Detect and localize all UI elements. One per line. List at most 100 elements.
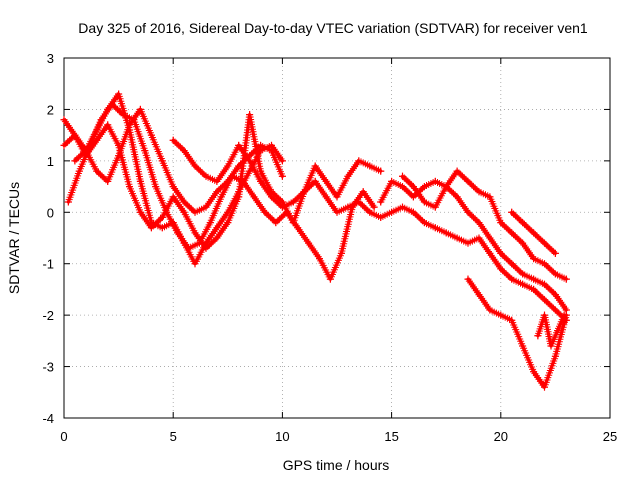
data-point: [551, 352, 559, 360]
x-tick-label: 20: [494, 429, 508, 444]
data-point: [169, 136, 177, 144]
data-point: [305, 239, 313, 247]
data-point: [344, 172, 352, 180]
data-point: [399, 172, 406, 180]
plot-frame: [63, 57, 611, 419]
data-point: [322, 193, 330, 201]
x-axis-label: GPS time / hours: [283, 457, 390, 473]
data-point: [541, 296, 548, 304]
data-point: [464, 239, 472, 247]
series-sat-j: [534, 311, 568, 350]
data-point: [136, 177, 144, 185]
data-point: [355, 198, 363, 206]
y-tick-label: 1: [47, 154, 54, 169]
data-point: [508, 208, 516, 216]
y-tick-label: -3: [42, 360, 54, 375]
data-point: [508, 229, 516, 237]
data-point: [420, 198, 428, 206]
data-point: [104, 121, 112, 129]
data-point: [126, 121, 133, 129]
data-point: [224, 219, 232, 227]
data-point: [377, 213, 385, 221]
data-point: [206, 219, 214, 227]
data-point: [337, 249, 345, 257]
data-point: [136, 208, 144, 216]
x-tick-label: 5: [170, 429, 177, 444]
data-point: [246, 111, 254, 119]
data-point: [534, 332, 542, 340]
data-point: [97, 116, 105, 124]
data-point: [158, 157, 166, 165]
data-point: [191, 260, 199, 268]
data-point: [497, 219, 505, 227]
data-point: [547, 342, 555, 350]
data-point: [530, 275, 538, 283]
data-point: [64, 198, 72, 206]
data-point: [257, 167, 265, 175]
data-point: [71, 131, 79, 139]
data-point: [377, 198, 385, 206]
x-tick-label: 10: [275, 429, 289, 444]
data-point: [108, 100, 116, 108]
data-point: [213, 224, 221, 232]
data-point: [86, 141, 94, 149]
data-point: [213, 188, 221, 196]
data-point: [250, 193, 258, 201]
data-point: [202, 203, 210, 211]
data-point: [355, 157, 363, 165]
data-point: [508, 260, 516, 268]
data-point: [486, 249, 494, 257]
data-point: [377, 167, 385, 175]
data-point: [60, 141, 68, 149]
data-point: [475, 219, 483, 227]
data-point: [519, 219, 527, 227]
data-point: [93, 167, 101, 175]
data-point: [169, 183, 177, 191]
series-sat-c: [64, 100, 378, 283]
data-point: [530, 229, 538, 237]
data-point: [366, 208, 374, 216]
data-point: [311, 162, 319, 170]
series-sat-h: [464, 275, 570, 391]
y-tick-label: 2: [47, 102, 54, 117]
series-sat-i: [508, 208, 559, 257]
data-point: [475, 291, 483, 299]
data-point: [519, 239, 527, 247]
data-point: [268, 193, 275, 201]
data-point: [442, 229, 450, 237]
series-sat-f: [377, 177, 570, 314]
data-point: [453, 167, 461, 175]
data-point: [541, 260, 548, 268]
data-point: [541, 383, 548, 391]
data-point: [344, 203, 352, 211]
data-point: [126, 183, 133, 191]
data-point: [185, 244, 192, 252]
data-point: [202, 244, 210, 252]
data-point: [246, 157, 254, 165]
data-point: [272, 219, 280, 227]
data-point: [464, 275, 472, 283]
data-point: [486, 193, 494, 201]
data-point: [191, 208, 199, 216]
data-point: [399, 183, 406, 191]
data-point: [158, 224, 166, 232]
data-point: [115, 152, 123, 160]
data-point: [224, 208, 232, 216]
data-point: [119, 111, 127, 119]
data-point: [359, 188, 367, 196]
data-point: [169, 193, 177, 201]
data-point: [409, 193, 417, 201]
data-point: [278, 172, 286, 180]
data-point: [316, 255, 323, 263]
data-series: [60, 90, 570, 391]
y-tick-label: -2: [42, 308, 54, 323]
data-point: [409, 208, 417, 216]
data-point: [562, 275, 570, 283]
data-point: [453, 234, 461, 242]
data-point: [141, 147, 149, 155]
data-point: [322, 177, 330, 185]
data-point: [246, 167, 254, 175]
data-point: [431, 177, 439, 185]
data-point: [530, 285, 538, 293]
